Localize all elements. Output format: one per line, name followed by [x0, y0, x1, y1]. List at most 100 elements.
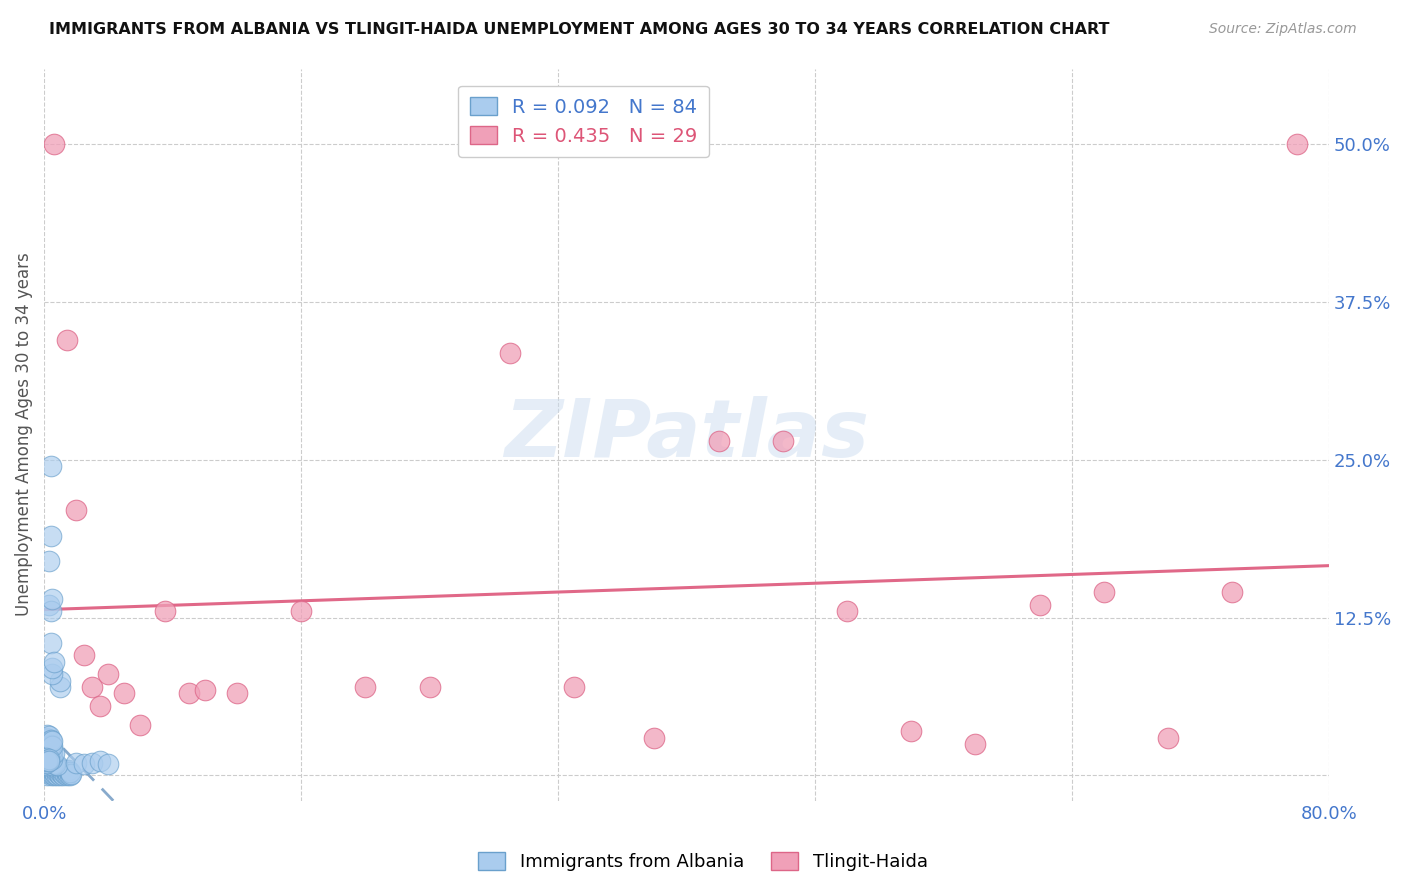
Point — [38, 740, 60, 755]
Point — [49, 764, 72, 779]
Point — [53, 764, 76, 778]
Point — [37, 758, 59, 772]
Point — [35, 753, 58, 767]
Text: ZIPatlas: ZIPatlas — [503, 395, 869, 474]
Point — [1285, 137, 1308, 152]
Point — [41, 591, 63, 606]
Point — [112, 686, 135, 700]
Point — [53, 767, 76, 781]
Point — [44, 757, 66, 772]
Legend: R = 0.092   N = 84, R = 0.435   N = 29: R = 0.092 N = 84, R = 0.435 N = 29 — [458, 86, 710, 157]
Legend: Immigrants from Albania, Tlingit-Haida: Immigrants from Albania, Tlingit-Haida — [471, 846, 935, 879]
Point — [41, 752, 63, 766]
Point — [38, 554, 60, 568]
Point — [225, 686, 247, 700]
Point — [42, 746, 65, 760]
Point — [38, 752, 60, 766]
Point — [37, 755, 59, 769]
Point — [39, 636, 62, 650]
Point — [41, 734, 63, 748]
Point — [42, 768, 65, 782]
Point — [51, 767, 73, 781]
Point — [1157, 731, 1180, 745]
Point — [290, 604, 312, 618]
Point — [39, 744, 62, 758]
Point — [46, 768, 69, 782]
Point — [41, 764, 63, 778]
Point — [499, 345, 522, 359]
Point — [38, 729, 60, 743]
Point — [82, 680, 104, 694]
Point — [39, 733, 62, 747]
Point — [38, 743, 60, 757]
Point — [59, 768, 82, 782]
Point — [48, 764, 70, 778]
Point — [39, 764, 62, 779]
Point — [38, 765, 60, 780]
Point — [82, 756, 104, 770]
Point — [418, 680, 440, 694]
Point — [44, 767, 66, 781]
Point — [38, 756, 60, 770]
Point — [38, 749, 60, 764]
Point — [49, 673, 72, 688]
Point — [41, 758, 63, 772]
Point — [39, 742, 62, 756]
Point — [58, 764, 80, 778]
Point — [42, 137, 65, 152]
Point — [39, 604, 62, 618]
Point — [41, 743, 63, 757]
Point — [41, 767, 63, 781]
Point — [52, 768, 75, 782]
Point — [643, 731, 665, 745]
Point — [39, 459, 62, 474]
Point — [41, 739, 63, 754]
Point — [354, 680, 377, 694]
Point — [37, 728, 59, 742]
Point — [37, 731, 59, 746]
Point — [89, 698, 111, 713]
Point — [41, 747, 63, 761]
Point — [39, 757, 62, 772]
Point — [965, 737, 987, 751]
Point — [35, 750, 58, 764]
Point — [39, 768, 62, 782]
Point — [55, 333, 77, 347]
Point — [35, 756, 58, 770]
Point — [35, 733, 58, 747]
Point — [37, 753, 59, 767]
Point — [37, 735, 59, 749]
Point — [41, 667, 63, 681]
Point — [38, 598, 60, 612]
Point — [129, 718, 152, 732]
Point — [37, 746, 59, 760]
Point — [49, 680, 72, 694]
Point — [73, 757, 96, 772]
Text: Source: ZipAtlas.com: Source: ZipAtlas.com — [1209, 22, 1357, 37]
Point — [59, 764, 82, 779]
Point — [39, 528, 62, 542]
Point — [1092, 585, 1115, 599]
Point — [38, 734, 60, 748]
Point — [42, 756, 65, 770]
Point — [73, 648, 96, 663]
Point — [39, 738, 62, 752]
Point — [35, 731, 58, 745]
Point — [65, 503, 87, 517]
Point — [37, 768, 59, 782]
Point — [707, 434, 730, 448]
Point — [1028, 598, 1050, 612]
Point — [39, 750, 62, 764]
Point — [41, 661, 63, 675]
Point — [1222, 585, 1244, 599]
Point — [51, 764, 73, 778]
Point — [44, 764, 66, 778]
Point — [42, 764, 65, 779]
Point — [55, 764, 77, 779]
Point — [42, 655, 65, 669]
Point — [46, 764, 69, 779]
Point — [89, 755, 111, 769]
Point — [900, 724, 922, 739]
Point — [772, 434, 794, 448]
Text: IMMIGRANTS FROM ALBANIA VS TLINGIT-HAIDA UNEMPLOYMENT AMONG AGES 30 TO 34 YEARS : IMMIGRANTS FROM ALBANIA VS TLINGIT-HAIDA… — [49, 22, 1109, 37]
